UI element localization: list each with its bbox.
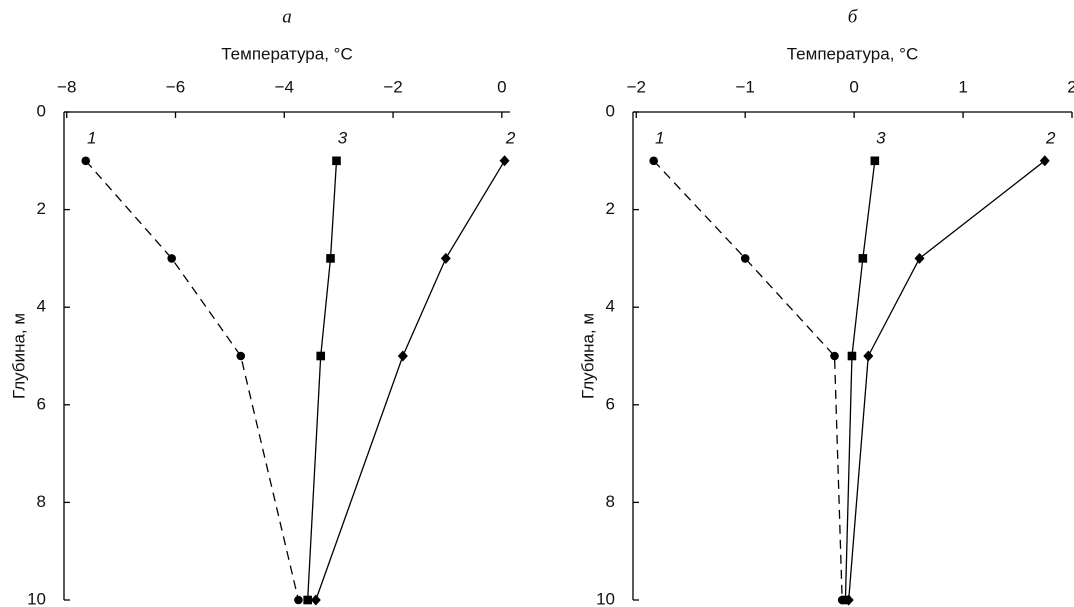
series-line bbox=[848, 160, 1046, 601]
marker bbox=[236, 351, 246, 361]
x-tick-label: −8 bbox=[57, 77, 76, 96]
x-tick-label: 1 bbox=[958, 77, 967, 96]
marker bbox=[310, 594, 321, 606]
marker bbox=[294, 595, 303, 605]
marker bbox=[397, 350, 408, 362]
y-tick-label: 0 bbox=[606, 101, 615, 120]
y-tick-label: 10 bbox=[596, 589, 615, 607]
y-axis-label: Глубина, м bbox=[9, 313, 28, 399]
series-line bbox=[315, 160, 506, 601]
x-tick-label: 0 bbox=[849, 77, 858, 96]
marker bbox=[81, 156, 91, 166]
x-axis-label: Температура, °C bbox=[221, 44, 352, 63]
chart-title: а bbox=[282, 6, 292, 27]
y-tick-label: 2 bbox=[37, 199, 46, 218]
marker bbox=[326, 254, 335, 263]
marker bbox=[847, 351, 857, 361]
y-tick-label: 4 bbox=[606, 297, 615, 316]
marker bbox=[649, 156, 658, 166]
marker bbox=[914, 252, 925, 264]
series-line bbox=[844, 160, 876, 601]
marker bbox=[858, 254, 868, 263]
marker bbox=[841, 595, 850, 605]
marker bbox=[499, 155, 510, 167]
series-label: 3 bbox=[338, 128, 348, 147]
marker bbox=[740, 254, 750, 263]
marker bbox=[440, 252, 451, 264]
y-tick-label: 4 bbox=[37, 297, 46, 316]
marker bbox=[332, 156, 341, 166]
series-line bbox=[307, 160, 338, 601]
y-tick-label: 6 bbox=[606, 394, 615, 413]
y-tick-label: 10 bbox=[27, 589, 46, 607]
y-axis-label: Глубина, м bbox=[578, 313, 597, 399]
chart: а Температура, °C Глубина, м −8 −6 −4 −2 0 0 2 4 6 8… bbox=[9, 6, 515, 607]
x-tick-label: −2 bbox=[383, 77, 402, 96]
series-label: 2 bbox=[1045, 128, 1056, 147]
x-tick-label: −4 bbox=[275, 77, 294, 96]
chart-title: б bbox=[848, 6, 859, 27]
y-tick-label: 2 bbox=[606, 199, 615, 218]
marker bbox=[1039, 155, 1050, 167]
marker bbox=[830, 351, 839, 361]
series-line bbox=[85, 160, 300, 601]
chart: б Температура, °C Глубина, м −2 −1 0 1 2 0 2 4 6 8 10… bbox=[578, 6, 1074, 607]
x-tick-label: −1 bbox=[736, 77, 755, 96]
x-axis-label: Температура, °C bbox=[787, 44, 918, 63]
x-tick-label: −6 bbox=[166, 77, 185, 96]
x-tick-label: 2 bbox=[1067, 77, 1074, 96]
marker bbox=[303, 595, 312, 605]
marker bbox=[316, 351, 326, 361]
series-line bbox=[653, 160, 843, 601]
y-tick-label: 6 bbox=[37, 394, 46, 413]
series-label: 1 bbox=[87, 128, 96, 147]
x-tick-label: 0 bbox=[497, 77, 506, 96]
marker bbox=[167, 254, 176, 263]
marker bbox=[863, 350, 874, 362]
series-label: 1 bbox=[655, 128, 664, 147]
x-tick-label: −2 bbox=[627, 77, 646, 96]
series-label: 3 bbox=[876, 128, 886, 147]
series-label: 2 bbox=[505, 128, 516, 147]
y-tick-label: 0 bbox=[37, 101, 46, 120]
marker bbox=[870, 156, 880, 166]
y-tick-label: 8 bbox=[606, 492, 615, 511]
y-tick-label: 8 bbox=[37, 492, 46, 511]
